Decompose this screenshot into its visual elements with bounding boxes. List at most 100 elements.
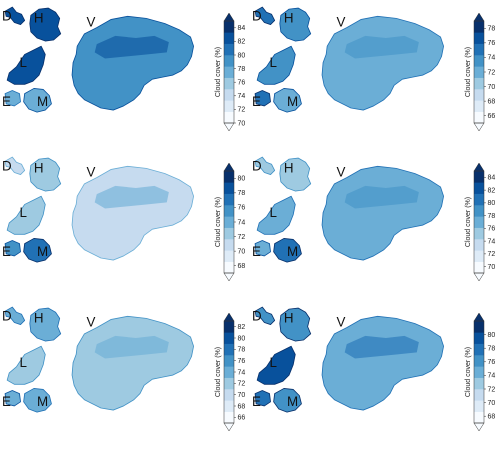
colorbar-segment [224,111,234,124]
region-label-H: H [34,311,44,326]
region-label-D: D [2,308,12,323]
colorbar-tick-label: 82 [238,324,246,331]
region-V [321,315,444,411]
colorbar-segment [224,32,234,44]
colorbar-tick-label: 68 [488,98,496,105]
colorbar-segment [224,100,234,112]
colorbar-tick-label: 68 [238,403,246,410]
region-label-M: M [37,94,48,109]
colorbar-tick-label: 76 [238,80,246,87]
region-M [23,88,52,113]
colorbar-tick-label: 82 [488,187,496,194]
region-label-V: V [86,15,95,30]
colorbar-tick-label: 70 [488,264,496,271]
colorbar-tick-label: 74 [488,238,496,245]
colorbar-segment [224,411,234,424]
region-M [273,238,302,263]
region-label-M: M [287,244,298,259]
colorbar-tick-label: 78 [238,347,246,354]
colorbar-segment [224,182,234,194]
colorbar-tick-label: 68 [238,263,246,270]
map-2: D H L E M V [252,6,444,113]
colorbar-tick-label: 66 [488,113,496,120]
region-label-L: L [270,355,277,370]
colorbar-segment [474,343,484,356]
region-E [254,240,271,257]
colorbar-segment [224,239,234,251]
region-M [273,388,302,413]
colorbar-label: Cloud cover (%) [465,347,472,397]
region-label-E: E [2,94,11,109]
colorbar-tick-label: 68 [488,414,496,421]
colorbar-segment [224,216,234,228]
colorbar-segment [224,321,234,333]
region-V-core [94,185,169,209]
region-label-E: E [252,94,261,109]
colorbar-tick-label: 76 [238,358,246,365]
colorbar-tick-label: 70 [238,120,246,127]
region-D [4,156,26,175]
colorbar-tick-label: 78 [488,213,496,220]
map-6: D H L E M V [252,306,444,413]
region-label-D: D [252,158,262,173]
colorbar-segment [474,216,484,228]
region-V-core [94,335,169,359]
colorbar-segment [474,193,484,206]
colorbar-tick-label: 72 [238,381,246,388]
colorbar-segment [224,227,234,240]
colorbar-segment [224,250,234,262]
colorbar-max-extend [223,12,235,22]
colorbar-segment [474,205,484,217]
colorbar-tick-label: 76 [238,205,246,212]
colorbar-segment [474,389,484,401]
region-V-core [344,185,419,209]
region-V [71,15,194,111]
region-H [29,307,62,342]
colorbar-tick-label: 72 [488,69,496,76]
colorbar-segment [474,250,484,262]
colorbar-segment [474,227,484,240]
region-label-L: L [20,355,27,370]
colorbar-segment [474,43,484,56]
region-H [279,307,312,342]
region-label-V: V [86,315,95,330]
colorbar-segment [474,411,484,424]
colorbar-segment [474,77,484,90]
colorbar-segment [474,239,484,251]
region-L [256,195,296,235]
colorbar-tick-label: 80 [238,52,246,59]
region-label-D: D [252,8,262,23]
colorbar-segment [474,261,484,274]
colorbar-segment [224,343,234,356]
colorbar-segment [224,377,234,390]
region-M [273,88,302,113]
colorbar-segment [224,355,234,367]
region-label-E: E [252,394,261,409]
colorbar-label: Cloud cover (%) [215,347,222,397]
colorbar-5: 66 68 70 72 74 76 78 80 82 Cloud cover (%) [215,312,246,432]
colorbar-segment [224,366,234,378]
region-D [4,306,26,325]
colorbar-min-extend [223,272,235,282]
region-D [254,6,276,25]
region-L [6,195,46,235]
region-V [321,15,444,111]
colorbar-tick-label: 76 [488,226,496,233]
colorbar-segment [224,43,234,56]
colorbar-frame [223,20,235,124]
colorbar-min-extend [473,272,485,282]
panel-4: D H L E M V 70 72 74 76 78 80 82 84 Cloud cover (%) [252,156,496,282]
colorbar-tick-label: 80 [238,176,246,183]
colorbar-segment [474,366,484,378]
map-5: D H L E M V [2,306,194,413]
colorbar-segment [474,66,484,78]
colorbar-tick-label: 72 [238,107,246,114]
panel-2: D H L E M V 66 68 70 72 74 76 78 Cloud cover (%) [252,6,496,132]
region-label-E: E [2,394,11,409]
region-L [6,345,46,385]
region-label-L: L [270,205,277,220]
region-E [4,90,21,107]
colorbar-tick-label: 78 [488,26,496,33]
colorbar-segment [474,400,484,412]
